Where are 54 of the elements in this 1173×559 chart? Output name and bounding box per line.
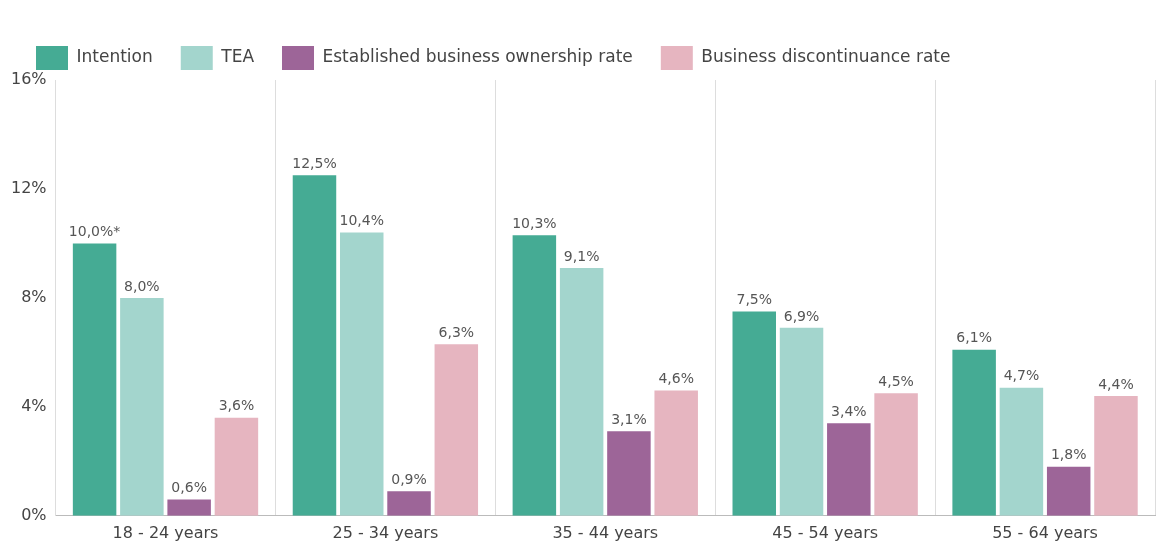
data-label: 4,7% xyxy=(1003,367,1040,384)
legend-label: Established business ownership rate xyxy=(322,46,633,67)
data-label: 3,6% xyxy=(218,397,255,414)
data-label: 1,8% xyxy=(1050,446,1087,463)
bar xyxy=(72,243,117,516)
data-label: 7,5% xyxy=(736,291,773,308)
bar xyxy=(779,327,824,516)
x-tick-label: 55 - 64 years xyxy=(992,522,1098,542)
y-tick-label: 0% xyxy=(21,504,47,524)
bar xyxy=(952,349,996,516)
bar xyxy=(874,393,918,516)
bar xyxy=(999,387,1044,516)
x-tick-label: 45 - 54 years xyxy=(772,522,879,542)
bar xyxy=(1046,466,1091,516)
bar xyxy=(732,311,776,516)
bar xyxy=(292,175,337,516)
y-tick-label: 12% xyxy=(11,178,47,198)
bar xyxy=(1094,395,1138,516)
x-tick-label: 25 - 34 years xyxy=(332,522,439,542)
bar xyxy=(167,499,211,516)
data-label: 10,0%* xyxy=(68,223,121,240)
data-label: 12,5% xyxy=(292,154,337,171)
data-label: 3,1% xyxy=(611,411,647,427)
bar xyxy=(434,344,479,516)
x-tick-label: 35 - 44 years xyxy=(552,522,659,542)
bar xyxy=(827,423,871,516)
data-label: 0,6% xyxy=(171,479,207,496)
bar xyxy=(387,491,431,516)
bar xyxy=(214,417,259,516)
data-label: 3,4% xyxy=(831,402,867,419)
bar xyxy=(120,297,164,516)
legend-label: TEA xyxy=(220,46,255,67)
data-label: 6,9% xyxy=(783,307,820,324)
legend-label: Business discontinuance rate xyxy=(701,46,951,67)
legend-label: Intention xyxy=(76,46,153,67)
y-tick-label: 16% xyxy=(11,69,47,89)
data-label: 4,5% xyxy=(878,372,914,389)
data-label: 10,3% xyxy=(512,214,557,231)
bar xyxy=(559,267,604,516)
data-label: 0,9% xyxy=(391,470,427,487)
data-label: 9,1% xyxy=(563,247,600,264)
bar xyxy=(607,431,651,516)
bar xyxy=(512,235,557,516)
bar xyxy=(340,232,384,516)
data-label: 4,6% xyxy=(658,370,694,387)
data-label: 6,1% xyxy=(956,329,992,346)
data-label: 4,4% xyxy=(1098,375,1134,392)
data-label: 6,3% xyxy=(438,323,475,340)
data-label: 8,0% xyxy=(124,277,160,294)
x-tick-label: 18 - 24 years xyxy=(112,522,219,542)
bar xyxy=(654,390,698,516)
y-tick-label: 4% xyxy=(21,396,47,416)
data-label: 10,4% xyxy=(339,212,384,229)
y-tick-label: 8% xyxy=(21,287,47,307)
